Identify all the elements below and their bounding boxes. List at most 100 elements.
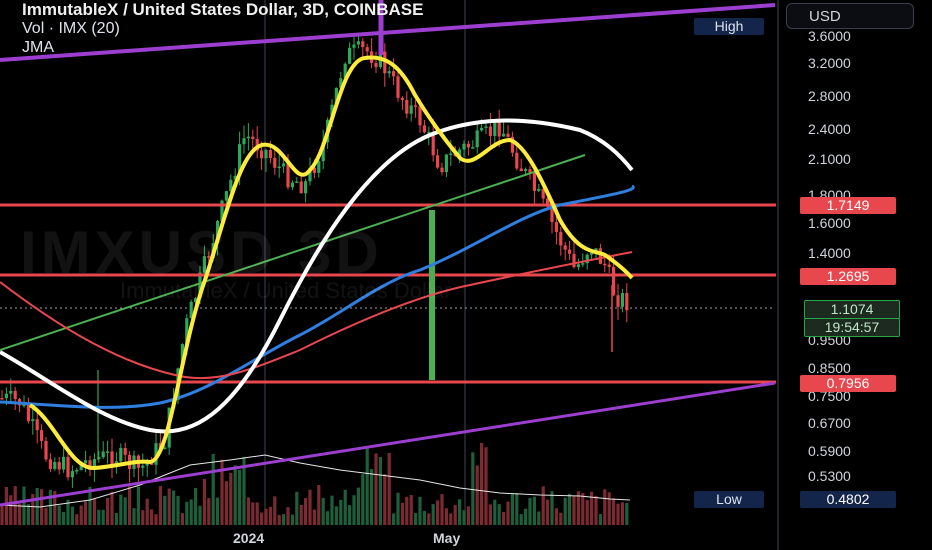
candle-body	[480, 127, 484, 131]
high-label-tag: High	[694, 18, 764, 35]
volume-indicator-label[interactable]: Vol · IMX (20)	[22, 20, 120, 37]
upper-channel-line	[0, 3, 776, 62]
candle-body	[268, 149, 272, 158]
candle-body	[532, 172, 536, 191]
time-axis-label: 2024	[233, 530, 265, 546]
volume-bar	[308, 489, 312, 525]
volume-bar	[607, 492, 611, 525]
candle-body	[35, 419, 39, 431]
volume-bar	[202, 478, 206, 525]
volume-bar	[532, 496, 536, 525]
volume-bar	[66, 499, 70, 525]
volume-bar	[172, 490, 176, 525]
volume-bar	[594, 495, 598, 525]
candle-body	[484, 126, 488, 128]
volume-bar	[458, 499, 462, 525]
candle-body	[352, 44, 356, 48]
candle-body	[554, 222, 558, 232]
candle-body	[471, 147, 475, 149]
candle-body	[97, 457, 101, 460]
currency-button[interactable]: USD	[786, 3, 914, 29]
candle-body	[229, 179, 233, 192]
candle-body	[568, 249, 572, 254]
candle-body	[620, 292, 624, 307]
candle-body	[546, 198, 550, 207]
candle-body	[458, 149, 462, 157]
volume-bar	[422, 510, 426, 525]
candle-body	[62, 456, 66, 470]
candle-body	[572, 253, 576, 268]
candle-body	[88, 460, 92, 471]
volume-bar	[365, 447, 369, 525]
candle-body	[194, 298, 198, 302]
candle-body	[598, 248, 602, 264]
candle-body	[414, 105, 418, 107]
volume-bar	[383, 474, 387, 525]
volume-bar	[251, 502, 255, 525]
volume-bar	[370, 469, 374, 525]
candle-body	[233, 175, 237, 180]
volume-bar	[528, 497, 532, 525]
symbol-title[interactable]: ImmutableX / United States Dollar, 3D, C…	[22, 0, 424, 19]
candle-body	[348, 47, 352, 64]
volume-bar	[616, 503, 620, 525]
candle-body	[246, 136, 250, 139]
candle-body	[4, 393, 8, 399]
candle-body	[466, 143, 470, 148]
candle-body	[180, 344, 184, 369]
candle-body	[299, 181, 303, 194]
candle-body	[264, 149, 268, 159]
candle-body	[585, 254, 589, 264]
candle-body	[409, 105, 413, 114]
candle-body	[462, 143, 466, 150]
volume-bar	[396, 492, 400, 525]
volume-bar	[453, 505, 457, 525]
price-axis-label: 0.5300	[808, 468, 851, 484]
volume-bar	[497, 504, 501, 525]
candle-body	[9, 390, 13, 394]
low-label-tag: Low	[694, 491, 764, 508]
candle-body	[497, 121, 501, 137]
volume-bar	[220, 459, 224, 525]
volume-bar	[75, 514, 79, 525]
volume-bar	[273, 496, 277, 525]
indicator-overlays	[0, 0, 776, 507]
volume-bar	[449, 513, 453, 525]
candle-body	[189, 301, 193, 319]
candle-body	[277, 166, 281, 169]
volume-bar	[321, 497, 325, 525]
candle-body	[559, 231, 563, 246]
price-axis-label: 3.6000	[808, 28, 851, 44]
volume-bar	[475, 465, 479, 525]
candle-body	[44, 440, 48, 460]
volume-bar	[4, 486, 8, 525]
volume-bar	[427, 513, 431, 525]
volume-bar	[436, 500, 440, 525]
jma-line	[28, 55, 634, 470]
candle-body	[304, 181, 308, 194]
volume-bar	[207, 498, 211, 525]
candle-body	[510, 136, 514, 153]
candle-body	[13, 390, 17, 400]
volume-bar	[286, 507, 290, 525]
volume-bar	[409, 495, 413, 525]
volume-bar	[185, 501, 189, 525]
lower-channel-line	[0, 381, 776, 507]
candle-body	[238, 144, 242, 176]
volume-bar	[374, 453, 378, 525]
candle-body	[431, 131, 435, 156]
candle-body	[321, 142, 325, 162]
candle-body	[202, 256, 206, 273]
candle-body	[185, 318, 189, 345]
candle-body	[418, 106, 422, 126]
volume-bar	[53, 490, 57, 525]
price-axis-label: 0.7500	[808, 388, 851, 404]
jma-indicator-label[interactable]: JMA	[22, 39, 54, 56]
candle-body	[101, 451, 105, 458]
candle-body	[603, 263, 607, 266]
volume-bar	[211, 453, 215, 525]
volume-bar	[62, 511, 66, 525]
price-axis-label: 2.8000	[808, 88, 851, 104]
candle-body	[541, 188, 545, 199]
